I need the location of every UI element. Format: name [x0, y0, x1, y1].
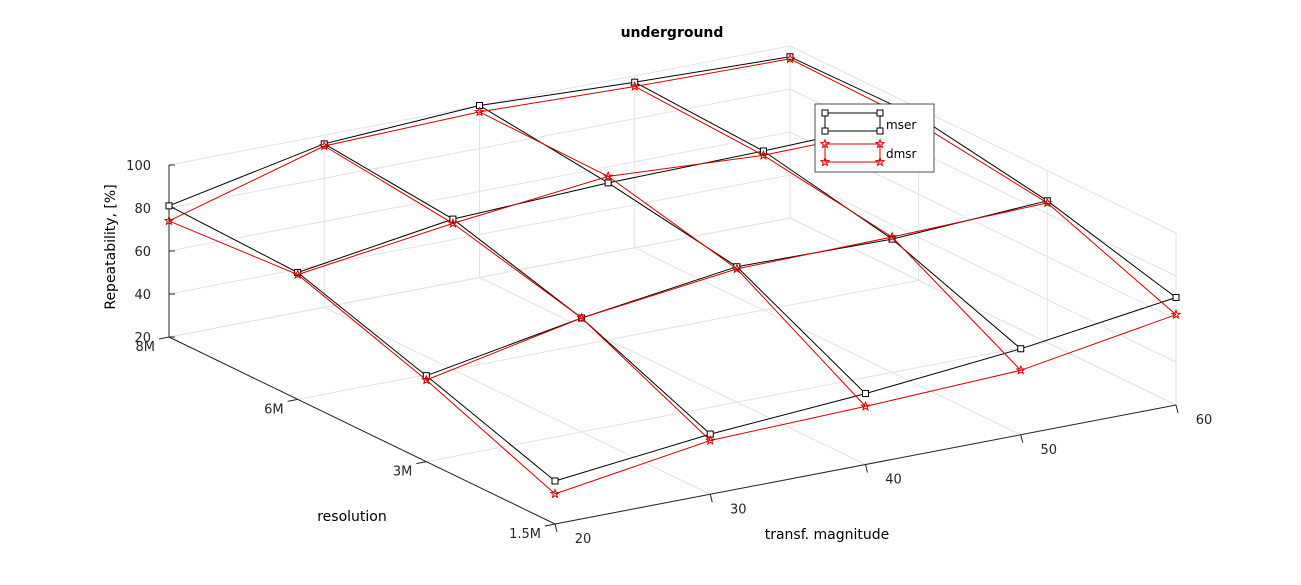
legend-marker-mser	[821, 109, 829, 117]
y-axis-line	[168, 336, 556, 525]
data-point-dmsr	[784, 53, 796, 64]
data-point-dmsr	[886, 231, 898, 242]
floor-gridline-x	[479, 277, 866, 465]
x-tick-mark	[554, 523, 558, 533]
wall-gridline-z	[168, 45, 1177, 234]
x-tick-mark	[1020, 434, 1024, 443]
series-mesh-line-dmsr	[324, 145, 711, 441]
y-axis-label: resolution	[317, 509, 387, 525]
legend-label-dmsr: dmsr	[886, 147, 917, 161]
data-point-mser	[551, 477, 559, 485]
legend: mser dmsr	[814, 103, 935, 173]
x-tick-mark	[709, 494, 713, 503]
legend-marker-mser	[821, 127, 829, 135]
data-point-dmsr	[576, 312, 587, 323]
z-tick-label: 40	[134, 288, 151, 303]
data-point-dmsr	[602, 170, 614, 181]
legend-marker-dmsr	[874, 138, 886, 149]
wall-gridline-z	[168, 131, 1177, 320]
data-point-dmsr	[731, 263, 743, 274]
y-tick-mark	[158, 336, 170, 340]
z-tick-label: 100	[126, 159, 151, 174]
y-tick-label: 6M	[264, 402, 284, 417]
y-tick-mark	[287, 398, 298, 402]
data-point-dmsr	[705, 434, 716, 446]
series-mesh-line-dmsr	[789, 58, 1177, 316]
data-point-dmsr	[319, 140, 330, 151]
z-tick-label: 20	[134, 331, 151, 346]
series-mesh-line-dmsr	[168, 220, 556, 495]
x-tick-label: 30	[730, 502, 747, 517]
z-axis-label: Repeatability, [%]	[103, 184, 119, 309]
data-point-dmsr	[163, 215, 175, 226]
legend-items	[819, 109, 886, 167]
plot-area	[163, 53, 1182, 499]
series-mesh-line-mser	[324, 143, 711, 435]
legend-box	[814, 103, 935, 173]
legend-sample-mser	[821, 109, 884, 135]
y-tick-label: 1.5M	[509, 527, 541, 542]
legend-line-dmsr	[824, 143, 881, 163]
data-point-dmsr	[1015, 364, 1026, 375]
data-point-dmsr	[629, 80, 640, 92]
data-point-mser	[165, 202, 173, 210]
data-point-dmsr	[1170, 309, 1182, 320]
legend-sample-dmsr	[819, 138, 886, 167]
x-tick-label: 60	[1196, 413, 1213, 428]
data-point-mser	[604, 179, 612, 187]
x-tick-label: 20	[575, 532, 592, 547]
wall-gridline-z	[168, 217, 1177, 406]
legend-marker-mser	[876, 109, 884, 117]
y-tick-mark	[416, 461, 427, 465]
data-point-mser	[1017, 345, 1025, 353]
floor-gridline-y	[426, 342, 1048, 463]
legend-marker-dmsr	[819, 156, 831, 167]
legend-marker-mser	[876, 127, 884, 135]
series-mesh-line-mser	[168, 205, 556, 482]
data-point-dmsr	[1041, 197, 1053, 208]
x-tick-label: 50	[1040, 443, 1057, 458]
data-point-dmsr	[860, 400, 871, 411]
data-point-dmsr	[474, 106, 485, 117]
wall-gridline-z	[168, 88, 1177, 277]
y-tick-mark	[544, 523, 556, 527]
data-point-dmsr	[420, 374, 432, 385]
wall-gridline-z	[168, 174, 1177, 363]
data-point-dmsr	[292, 268, 304, 280]
data-point-dmsr	[447, 217, 459, 228]
data-point-dmsr	[758, 149, 769, 160]
x-tick-label: 40	[885, 473, 902, 488]
series-dmsr	[163, 53, 1182, 499]
series-mesh-line-dmsr	[479, 111, 866, 407]
y-tick-label: 8M	[136, 340, 156, 355]
legend-label-mser: mser	[886, 118, 916, 132]
series-mesh-line-mser	[789, 56, 1177, 298]
x-tick-mark	[1175, 404, 1179, 414]
legend-marker-dmsr	[819, 138, 831, 149]
legend-marker-dmsr	[874, 156, 886, 167]
series-mesh-line-dmsr	[634, 86, 1022, 371]
z-tick-label: 80	[134, 202, 151, 217]
z-tick-label: 60	[134, 245, 151, 260]
y-tick-label: 3M	[393, 465, 413, 480]
x-axis-label: transf. magnitude	[765, 527, 890, 543]
floor-gridline-y	[297, 279, 919, 400]
x-tick-mark	[865, 464, 868, 473]
data-point-dmsr	[549, 488, 561, 499]
data-point-mser	[1172, 294, 1180, 301]
series-mesh-line-mser	[634, 81, 1022, 350]
chart-title: underground	[621, 25, 724, 41]
data-point-mser	[862, 390, 869, 398]
